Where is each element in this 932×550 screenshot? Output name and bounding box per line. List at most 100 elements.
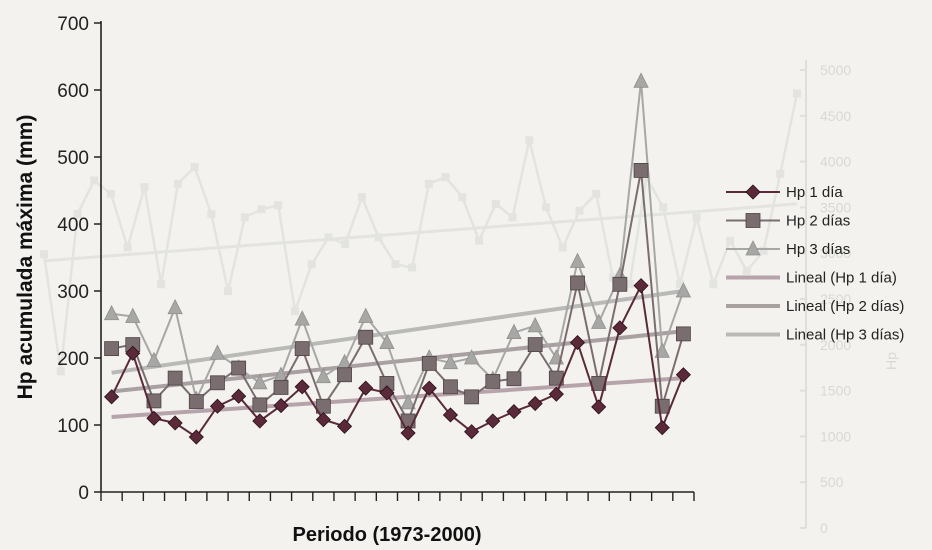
y-tick-label: 700 [57,14,89,35]
data-point [358,329,374,345]
ghost-point [157,280,166,289]
ghost-point [692,213,701,222]
data-point [252,397,268,413]
data-point [527,337,543,353]
data-point [591,399,607,415]
data-point [400,425,416,441]
y-tick-label: 0 [78,483,89,504]
data-point [421,355,437,371]
data-point [188,394,204,409]
data-point [633,278,649,294]
legend-label: Lineal (Hp 1 día) [786,270,897,287]
data-point [379,385,395,401]
trendline [111,376,684,419]
ghost-right-tick-label: 5000 [820,62,851,78]
data-point [442,353,459,370]
ghost-point [341,240,350,249]
trendlines [111,289,684,419]
data-point [654,342,670,358]
ghost-right-tick-label: 4000 [820,154,851,170]
y-axis-title: Hp acumulada máxima (mm) [14,115,37,400]
ghost-point [207,209,216,218]
data-point [231,360,247,376]
data-point [104,389,120,405]
data-point [612,320,628,336]
data-point [294,379,310,395]
data-point [167,415,183,431]
ghost-point [508,213,517,222]
ghost-right-tick-label: 3000 [820,245,851,261]
data-point [464,389,480,405]
ghost-right-tick-label: 2500 [820,291,851,307]
ghost-point [575,206,584,215]
data-point [209,344,226,360]
data-point [358,380,374,396]
data-point [506,404,522,420]
y-tick-label: 200 [57,349,89,370]
legend-label: Hp 1 día [786,184,843,201]
ghost-point [374,233,383,242]
data-point [443,379,458,395]
data-point [633,72,649,88]
data-point [464,424,480,440]
data-point [463,349,480,365]
ghost-point [659,203,668,212]
data-point [633,162,649,178]
ghost-trendline [43,202,798,263]
data-point [104,341,119,357]
ghost-point [173,179,182,188]
data-point [358,307,374,323]
ghost-right-axis-title: Hp [883,352,899,370]
ghost-right-tick-label: 500 [820,474,844,490]
ghost-point [73,209,82,218]
series-layer [103,72,692,445]
y-tick-label: 500 [57,148,89,169]
data-point [294,341,310,357]
data-point [273,398,289,414]
ghost-point [625,280,634,289]
ghost-point [525,136,534,145]
data-point [569,335,586,351]
ghost-point [224,287,233,295]
data-point [527,395,543,412]
data-point [209,398,226,414]
series-group [103,72,692,410]
ghost-point [291,307,299,316]
ghost-point [742,266,751,275]
trendline [111,329,684,394]
data-point [146,351,162,368]
legend: Hp 1 día Hp 2 días Hp 3 días Lineal (Hp 1 d… [726,184,904,344]
legend-label: Hp 3 días [786,241,850,258]
data-point [527,316,543,333]
data-point [125,345,141,361]
ghost-right-tick-label: 4500 [820,108,851,124]
data-point [337,367,352,383]
data-point [379,333,395,349]
data-point [675,367,691,383]
ghost-point [324,233,333,242]
data-point [315,367,332,384]
data-point [442,407,459,423]
ghost-point [491,199,500,208]
y-tick-label: 400 [57,215,89,236]
ghost-point [709,280,718,289]
ghost-point [408,263,417,272]
background-ghost-chart: 0500100015002000250030003500400045005000… [40,60,899,536]
ghost-point [140,183,149,192]
data-point [485,374,501,389]
ghost-right-tick-label: 0 [820,520,828,536]
series-line [110,282,685,439]
data-point [654,420,670,436]
data-point [570,275,585,291]
ghost-right-tick-label: 2000 [820,337,851,353]
ghost-right-tick-label: 1500 [820,383,851,399]
ghost-point [56,367,65,376]
legend-label: Lineal (Hp 2 días) [786,298,904,315]
ghost-point [475,236,484,245]
ghost-point [240,213,249,222]
data-point [675,282,692,298]
data-point [125,307,141,323]
series-line [111,170,685,424]
ghost-right-tick-label: 1000 [820,428,851,444]
series-group [104,162,691,429]
